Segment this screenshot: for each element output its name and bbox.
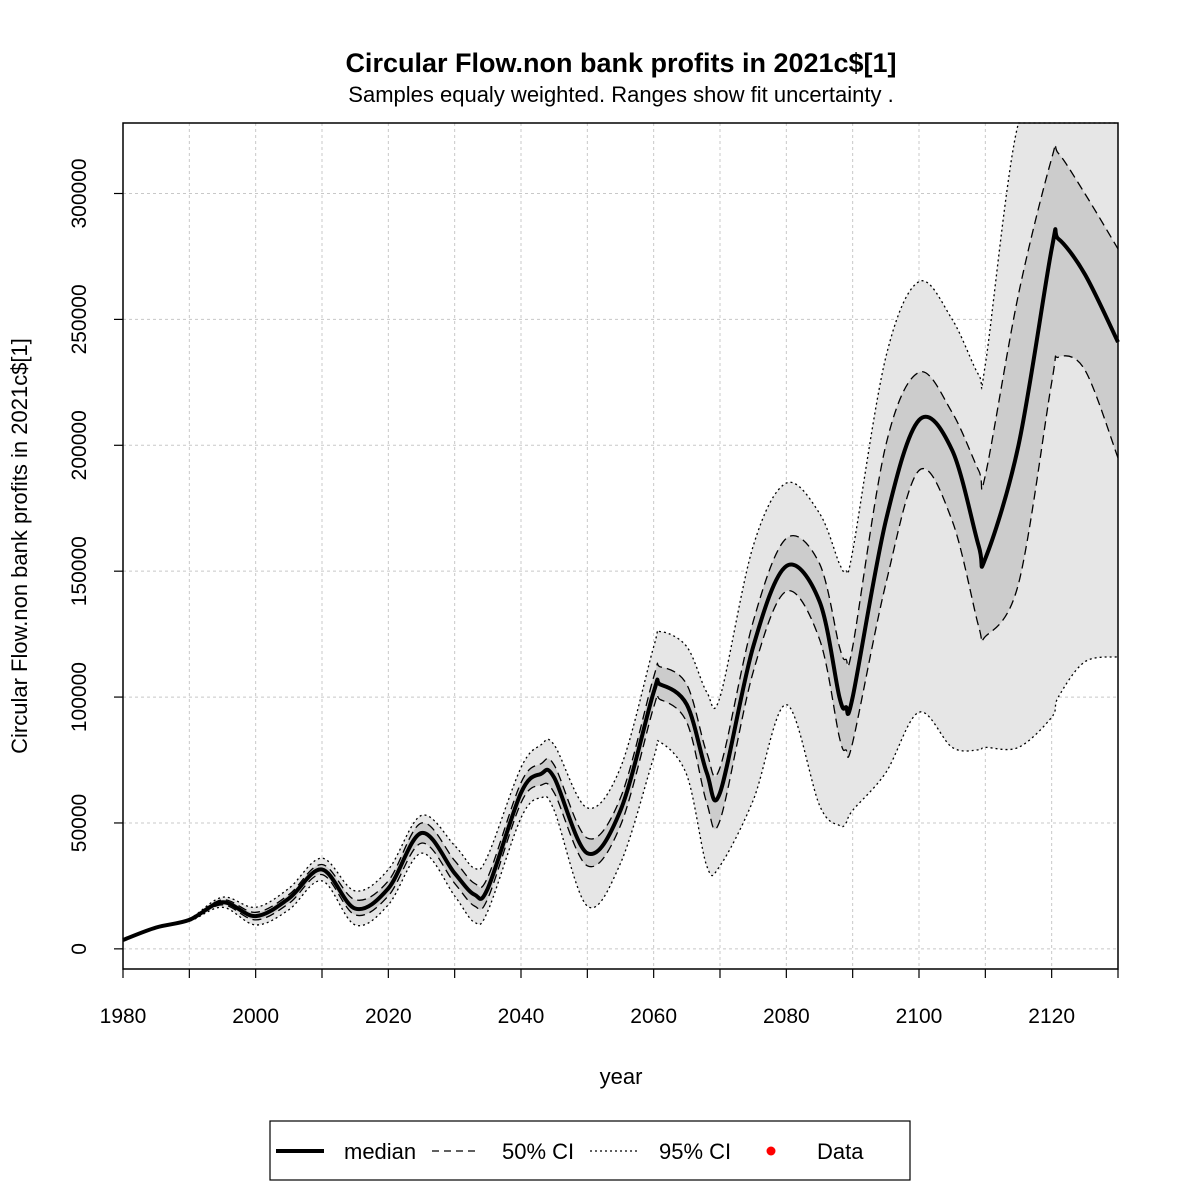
y-tick-label: 0 <box>68 943 91 955</box>
y-tick-label: 300000 <box>68 158 91 228</box>
x-tick-label: 2020 <box>365 1005 412 1028</box>
ci95-upper-line <box>122 122 1118 941</box>
plot-frame <box>122 122 1119 970</box>
x-tick-label: 2000 <box>232 1005 279 1028</box>
legend-ci95-label: 95% CI <box>659 1139 731 1164</box>
ci50-lower-line <box>122 355 1119 941</box>
y-axis: 0 50000 100000 150000 200000 250000 300000 <box>68 158 123 955</box>
ci95-band <box>123 123 1118 940</box>
legend-ci50-label: 50% CI <box>502 1139 574 1164</box>
legend-median-label: median <box>344 1139 416 1164</box>
y-tick-label: 200000 <box>68 410 91 480</box>
legend-data-label: Data <box>817 1139 864 1164</box>
x-tick-label: 2120 <box>1028 1005 1075 1028</box>
x-axis-label: year <box>600 1064 643 1089</box>
ci-bands <box>123 123 1118 941</box>
x-tick-label: 2060 <box>630 1005 677 1028</box>
y-tick-label: 100000 <box>68 662 91 732</box>
x-tick-label: 2100 <box>896 1005 943 1028</box>
legend: median 50% CI 95% CI Data <box>269 1120 911 1181</box>
median-line <box>122 227 1120 942</box>
chart-title: Circular Flow.non bank profits in 2021c$… <box>345 48 896 78</box>
series-lines <box>122 122 1120 942</box>
x-tick-label: 2080 <box>763 1005 810 1028</box>
x-axis: 1980 2000 2020 2040 2060 2080 2100 2120 <box>100 969 1119 1028</box>
y-tick-label: 150000 <box>68 536 91 606</box>
x-tick-label: 1980 <box>100 1005 147 1028</box>
ci50-upper-line <box>122 144 1119 941</box>
y-axis-label: Circular Flow.non bank profits in 2021c$… <box>7 338 32 754</box>
y-tick-label: 250000 <box>68 284 91 354</box>
ci50-band <box>123 144 1118 941</box>
chart-subtitle: Samples equaly weighted. Ranges show fit… <box>348 82 893 107</box>
x-tick-label: 2040 <box>498 1005 545 1028</box>
y-tick-label: 50000 <box>68 794 91 852</box>
legend-data-swatch <box>766 1146 776 1156</box>
